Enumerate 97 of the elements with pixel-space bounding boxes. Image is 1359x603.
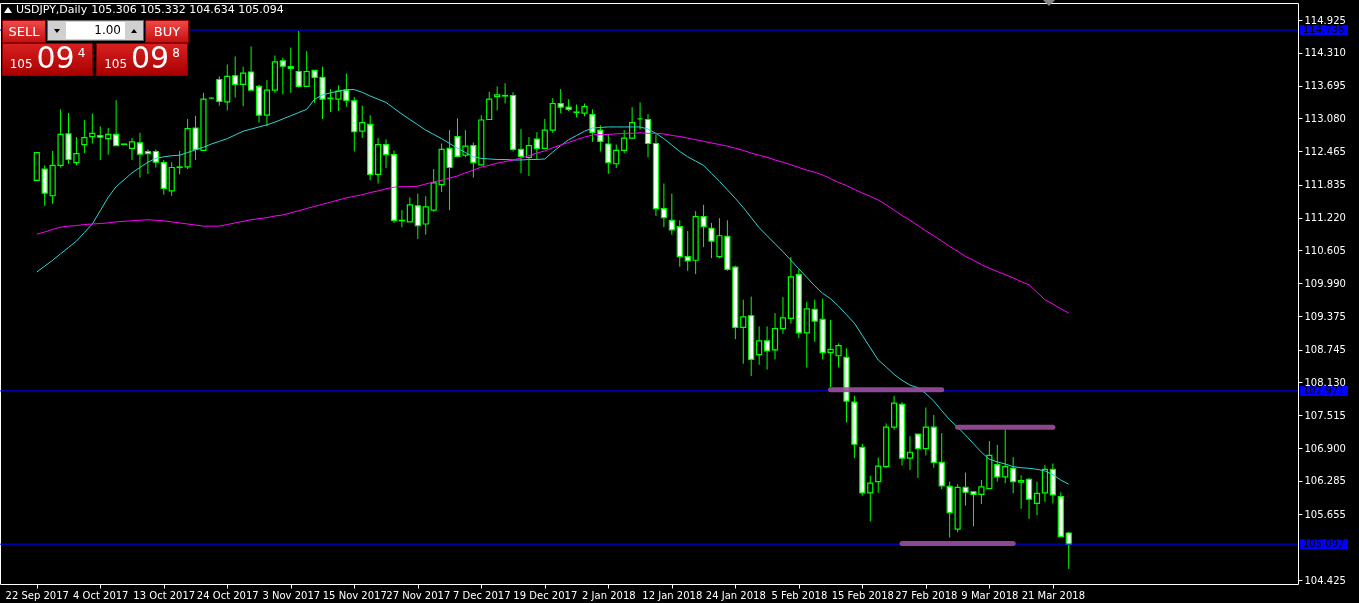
y-tick-label: 110.605: [1304, 244, 1346, 256]
y-tick-label: 109.990: [1304, 277, 1346, 289]
candlestick: [486, 91, 493, 121]
candlestick: [422, 195, 429, 236]
candlestick: [295, 30, 302, 88]
candlestick: [541, 118, 548, 150]
y-tick-label: 112.465: [1304, 145, 1346, 157]
candlestick: [97, 125, 104, 161]
y-tick-label: 104.425: [1304, 574, 1346, 586]
x-tick-label: 27 Feb 2018: [895, 589, 958, 601]
candlestick: [906, 435, 914, 471]
x-tick-label: 24 Jan 2018: [705, 589, 766, 601]
annotation: 1.00: [66, 22, 125, 39]
x-tick-label: 21 Mar 2018: [1021, 589, 1086, 601]
y-tick-label: 111.835: [1304, 179, 1346, 191]
x-tick-label: 15 Feb 2018: [831, 589, 894, 601]
candlestick: [771, 312, 779, 360]
annotation: 8: [172, 46, 180, 60]
candlestick: [756, 325, 763, 366]
candlestick: [1002, 429, 1009, 484]
candlestick: [660, 182, 667, 228]
candlestick: [763, 325, 771, 371]
annotation: 09: [36, 40, 75, 75]
x-tick-label: 9 Mar 2018: [961, 589, 1019, 601]
y-tick-label: 109.375: [1304, 310, 1346, 322]
x-tick-label: 27 Nov 2017: [386, 589, 451, 601]
sell-button: SELL: [2, 20, 46, 43]
candlestick: [875, 457, 882, 494]
y-tick-label: 113.080: [1304, 112, 1346, 124]
candlestick: [891, 395, 898, 431]
candlestick: [938, 432, 945, 490]
y-tick-label: 114.925: [1304, 14, 1346, 26]
candlestick: [89, 113, 96, 144]
candlestick: [406, 196, 413, 223]
x-tick-label: 24 Oct 2017: [196, 589, 259, 601]
candlestick: [113, 99, 120, 147]
x-tick-label: 2 Jan 2018: [582, 589, 636, 601]
x-tick-label: 4 Oct 2017: [73, 589, 129, 601]
candlestick: [867, 475, 874, 523]
candlestick: [216, 75, 223, 107]
lot-size-field: 1.00: [47, 20, 144, 41]
y-tick-label: 108.745: [1304, 344, 1346, 356]
candlestick: [247, 45, 255, 91]
candlestick: [382, 138, 390, 169]
candlestick: [533, 131, 540, 161]
candlestick: [240, 66, 247, 107]
y-tick-label: 111.220: [1304, 212, 1346, 224]
candlestick: [803, 301, 810, 368]
candlestick: [1010, 456, 1017, 494]
candlestick: [922, 406, 929, 456]
ref-line-label: 105.097: [1303, 538, 1345, 550]
x-tick-label: 5 Feb 2018: [771, 589, 828, 601]
candlestick: [1065, 531, 1072, 570]
x-tick-label: 13 Oct 2017: [133, 589, 196, 601]
x-tick-label: 12 Jan 2018: [642, 589, 703, 601]
candlestick: [621, 129, 628, 154]
candlestick: [914, 433, 922, 479]
candlestick: [1033, 481, 1041, 516]
candlestick: [414, 193, 421, 240]
chart-subtitle: 105.306 105.332 104.634 105.094: [91, 3, 284, 16]
y-tick-label: 107.515: [1304, 409, 1346, 421]
candlestick: [81, 119, 88, 154]
candlestick: [605, 133, 612, 175]
buy-button: BUY: [145, 20, 189, 43]
y-tick-label: 113.695: [1304, 80, 1346, 92]
y-tick-label: 105.655: [1304, 508, 1346, 520]
candlestick: [779, 296, 787, 335]
x-tick-label: 22 Sep 2017: [5, 589, 69, 601]
x-tick-label: 15 Nov 2017: [322, 589, 387, 601]
candlestick: [1025, 477, 1033, 520]
x-tick-label: 19 Dec 2017: [513, 589, 578, 601]
y-tick-label: 114.310: [1304, 47, 1346, 59]
candlestick: [517, 128, 525, 174]
candlestick: [668, 193, 675, 236]
candlestick: [502, 82, 509, 104]
candlestick: [1018, 474, 1025, 510]
candlestick: [105, 127, 112, 156]
candlestick: [494, 85, 501, 111]
chart-title: USDJPY,Daily: [16, 3, 88, 16]
candlestick: [128, 137, 136, 161]
ref-line-label: 114.736: [1303, 24, 1345, 36]
candlestick: [232, 56, 239, 99]
annotation: 09: [131, 40, 170, 75]
annotation: 4: [77, 46, 86, 60]
candlestick: [144, 148, 151, 175]
candlestick: [359, 105, 366, 139]
y-tick-label: 106.900: [1304, 442, 1346, 454]
candlestick: [613, 144, 620, 169]
candlestick: [279, 57, 286, 95]
candlestick: [287, 46, 294, 94]
candlestick: [740, 299, 747, 365]
candlestick: [811, 299, 818, 343]
y-tick-label: 106.285: [1304, 475, 1346, 487]
x-tick-label: 3 Nov 2017: [262, 589, 321, 601]
x-tick-label: 7 Dec 2017: [453, 589, 511, 601]
annotation: 105: [104, 57, 128, 71]
candlestick: [136, 132, 144, 179]
